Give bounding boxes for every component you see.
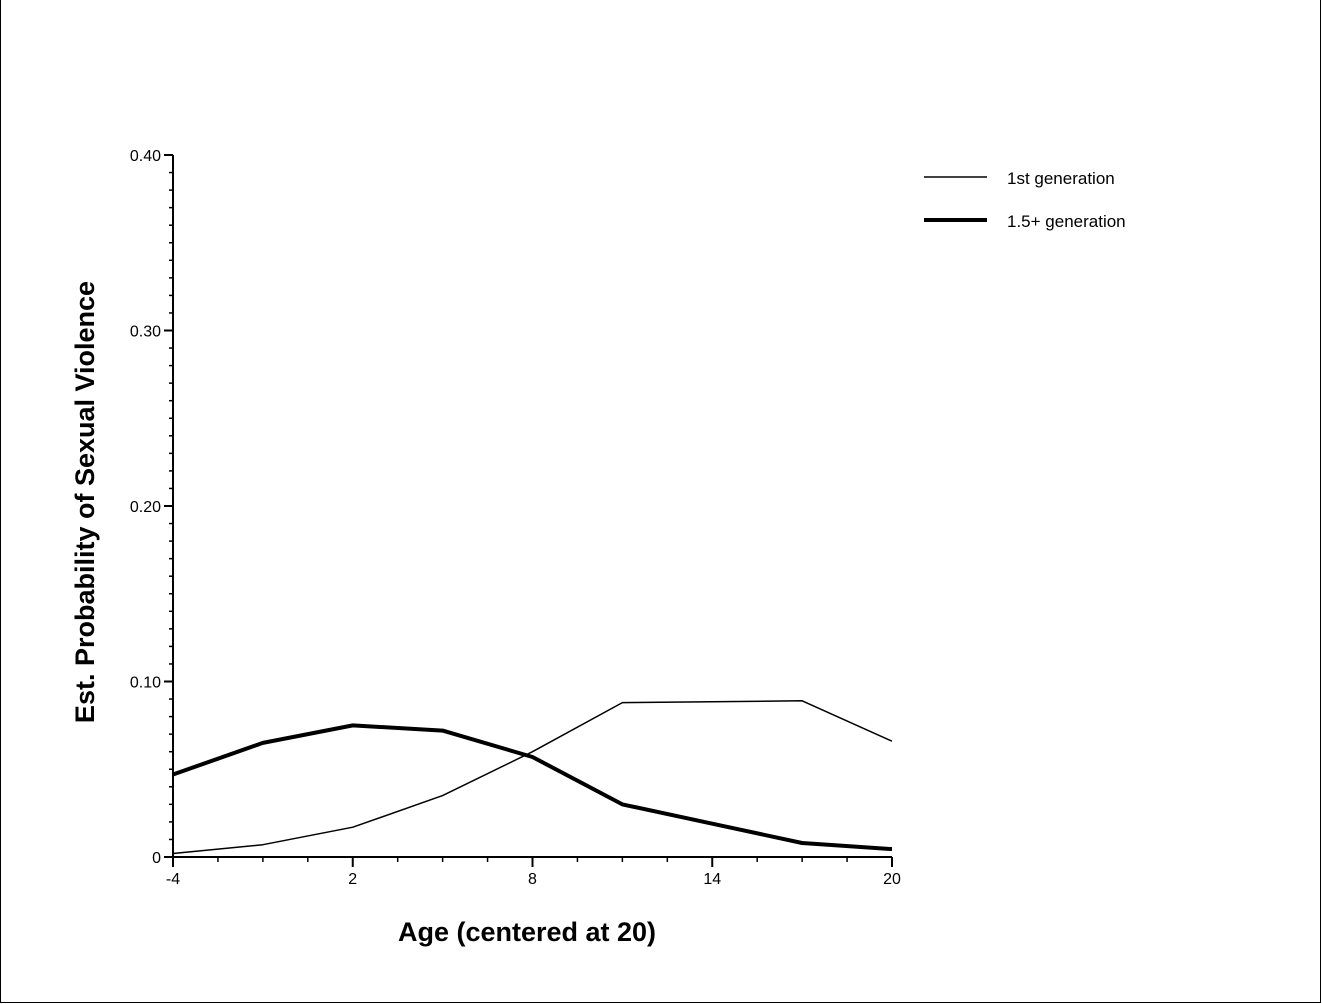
legend-label-1st-generation: 1st generation [1007, 169, 1115, 188]
x-tick-label: 8 [528, 871, 537, 888]
x-axis-title: Age (centered at 20) [398, 917, 656, 947]
y-tick-label: 0.30 [130, 324, 161, 341]
plot-area: 0 0.10 0.20 0.30 0.40 -4 2 8 14 20 [130, 148, 901, 888]
x-tick-label: -4 [166, 871, 180, 888]
y-tick-label: 0.20 [130, 499, 161, 516]
legend-label-1-5-generation: 1.5+ generation [1007, 212, 1126, 231]
y-tick-label: 0.40 [130, 148, 161, 165]
y-tick-label: 0 [152, 850, 161, 867]
x-tick-label: 14 [703, 871, 721, 888]
x-tick-label: 2 [348, 871, 357, 888]
legend: 1st generation 1.5+ generation [924, 169, 1126, 231]
series-line-1-5-generation [172, 723, 893, 852]
y-axis-title: Est. Probability of Sexual Violence [70, 281, 100, 723]
x-tick-label: 20 [883, 871, 901, 888]
y-tick-label: 0.10 [130, 675, 161, 692]
series-line-1st-generation [172, 700, 893, 855]
